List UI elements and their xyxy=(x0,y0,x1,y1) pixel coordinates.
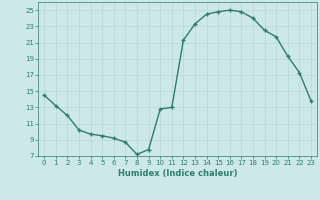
X-axis label: Humidex (Indice chaleur): Humidex (Indice chaleur) xyxy=(118,169,237,178)
